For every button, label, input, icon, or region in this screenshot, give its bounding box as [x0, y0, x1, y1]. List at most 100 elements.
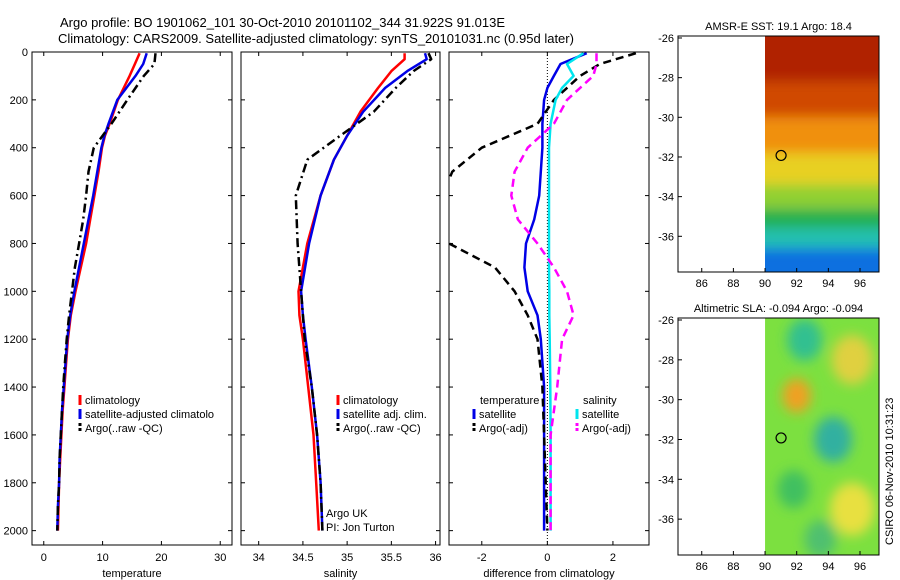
- temperature-series-1: [56, 52, 148, 531]
- sla_map-xtick-label: 90: [759, 561, 771, 573]
- salinity-series-0: [297, 53, 406, 531]
- sst_map-band: [765, 208, 879, 229]
- salinity-legend-item-label: climatology: [343, 395, 399, 407]
- diff-legend-sal-argo-label: Argo(-adj): [582, 423, 631, 435]
- sst_map-band: [765, 36, 879, 82]
- difference-xtick-label: 0: [544, 552, 550, 564]
- diff-legend-sal-satellite-label: satellite: [582, 409, 619, 421]
- salinity-xlabel: salinity: [324, 568, 358, 580]
- salinity-series-2: [294, 52, 433, 531]
- sst_map-band: [765, 153, 879, 185]
- sla_map-ytick-label: -32: [658, 434, 674, 446]
- sla_map-xtick-label: 96: [854, 561, 866, 573]
- sla_map-xtick-label: 86: [696, 561, 708, 573]
- sla_map-blob: [829, 482, 875, 536]
- temperature-panel: 0 10 20 30 temperature 0 200 400 600 800 1000 1200 1…: [4, 47, 233, 580]
- diff-legend-temp-argo-label: Argo(-adj): [479, 423, 528, 435]
- salinity-axes-box: [240, 51, 441, 546]
- sla_map-blobs: [777, 319, 875, 555]
- sla_map-axes-box: [677, 317, 880, 556]
- sst_map-band: [765, 117, 879, 154]
- sst_map-bands: [765, 36, 879, 272]
- sst_map-xtick-label: 88: [727, 278, 739, 290]
- sst_map-xtick-label: 90: [759, 278, 771, 290]
- sst_map-xtick-label: 94: [822, 278, 834, 290]
- salinity-xtick-label: 35.5: [381, 552, 402, 564]
- sst-map-panel: AMSR-E SST: 19.1 Argo: 18.4 86 88 90 92 94 96 -…: [658, 21, 880, 290]
- sla_map-argo-marker: [775, 432, 787, 444]
- sla_map-ytick-label: -30: [658, 395, 674, 407]
- difference-panel: -2 0 2 difference from climatology temperatu…: [448, 51, 650, 580]
- ytick-label: 1800: [4, 478, 28, 490]
- salinity-annotation-line: PI: Jon Turton: [326, 522, 394, 534]
- ytick-label: 1000: [4, 286, 28, 298]
- ytick-label: 1200: [4, 334, 28, 346]
- sst_map-band: [765, 81, 879, 118]
- difference-xlabel: difference from climatology: [483, 568, 615, 580]
- salinity-xtick-label: 34.5: [292, 552, 313, 564]
- sst_map-ytick-label: -34: [658, 192, 674, 204]
- sst_map-title: AMSR-E SST: 19.1 Argo: 18.4: [705, 21, 852, 33]
- salinity-xtick-label: 35: [341, 552, 353, 564]
- difference-xtick-label: 2: [610, 552, 616, 564]
- sla_map-blob: [814, 416, 853, 463]
- sst_map-ytick-label: -26: [658, 33, 674, 45]
- sla_map-ytick-label: -26: [658, 315, 674, 327]
- sla_map-blob: [782, 378, 811, 413]
- salinity-xtick-label: 36: [429, 552, 441, 564]
- sst_map-band: [765, 248, 879, 272]
- ytick-label: 1600: [4, 430, 28, 442]
- sst_map-ytick-label: -32: [658, 152, 674, 164]
- sla_map-blob: [777, 470, 810, 509]
- sla_map-blob: [831, 335, 873, 385]
- side-stamp: CSIRO 06-Nov-2010 10:31:23: [884, 398, 896, 545]
- sst_map-band: [765, 228, 879, 249]
- sla_map-blob: [787, 319, 823, 361]
- diff-legend-salinity-title: salinity: [583, 395, 617, 407]
- sla_map-xtick-label: 92: [791, 561, 803, 573]
- sla_map-title: Altimetric SLA: -0.094 Argo: -0.094: [694, 303, 863, 315]
- difference-series-1: [449, 52, 637, 531]
- diff-legend-temp-satellite-label: satellite: [479, 409, 516, 421]
- temperature-legend-item-label: satellite-adjusted climatolo: [85, 409, 214, 421]
- salinity-panel: 34 34.5 35 35.5 36 salinity climatology satelli…: [240, 51, 442, 580]
- salinity-legend-item-label: satellite adj. clim.: [343, 409, 427, 421]
- temperature-xtick-label: 20: [155, 552, 167, 564]
- ytick-label: 400: [10, 143, 28, 155]
- sla_map-blob: [804, 520, 837, 555]
- sla_map-ytick-label: -36: [658, 514, 674, 526]
- sst_map-xtick-label: 86: [696, 278, 708, 290]
- temperature-series-0: [56, 52, 141, 531]
- ytick-label: 600: [10, 191, 28, 203]
- temperature-xtick-label: 0: [41, 552, 47, 564]
- ytick-label: 2000: [4, 526, 28, 538]
- sst_map-band: [765, 184, 879, 209]
- sla_map-xtick-label: 94: [822, 561, 834, 573]
- sst_map-ytick-label: -30: [658, 112, 674, 124]
- difference-axes-box: [448, 51, 650, 546]
- difference-series-3: [510, 53, 598, 531]
- figure-title-line1: Argo profile: BO 1901062_101 30-Oct-2010…: [60, 15, 505, 30]
- ytick-label: 1400: [4, 382, 28, 394]
- temperature-legend-item-label: climatology: [85, 395, 141, 407]
- temperature-xtick-label: 30: [214, 552, 226, 564]
- temperature-legend-item-label: Argo(..raw -QC): [85, 423, 163, 435]
- difference-series-0: [523, 52, 588, 531]
- sla_map-data: [765, 318, 879, 555]
- sst_map-argo-marker: [775, 149, 787, 162]
- temperature-axes-box: [31, 51, 233, 546]
- sst_map-data: [765, 36, 879, 272]
- ytick-label: 0: [22, 47, 28, 59]
- salinity-legend-item-label: Argo(..raw -QC): [343, 423, 421, 435]
- salinity-annotation-line: Argo UK: [326, 508, 368, 520]
- diff-legend-temperature-title: temperature: [480, 395, 539, 407]
- difference-xtick-label: -2: [477, 552, 487, 564]
- sla-map-panel: Altimetric SLA: -0.094 Argo: -0.094 86 88 9…: [658, 303, 880, 573]
- sst_map-axes-box: [677, 35, 880, 273]
- figure-title-line2: Climatology: CARS2009. Satellite-adjuste…: [58, 31, 574, 46]
- temperature-xtick-label: 10: [96, 552, 108, 564]
- sst_map-ytick-label: -28: [658, 73, 674, 85]
- sla_map-ytick-label: -34: [658, 474, 674, 486]
- ytick-label: 800: [10, 238, 28, 250]
